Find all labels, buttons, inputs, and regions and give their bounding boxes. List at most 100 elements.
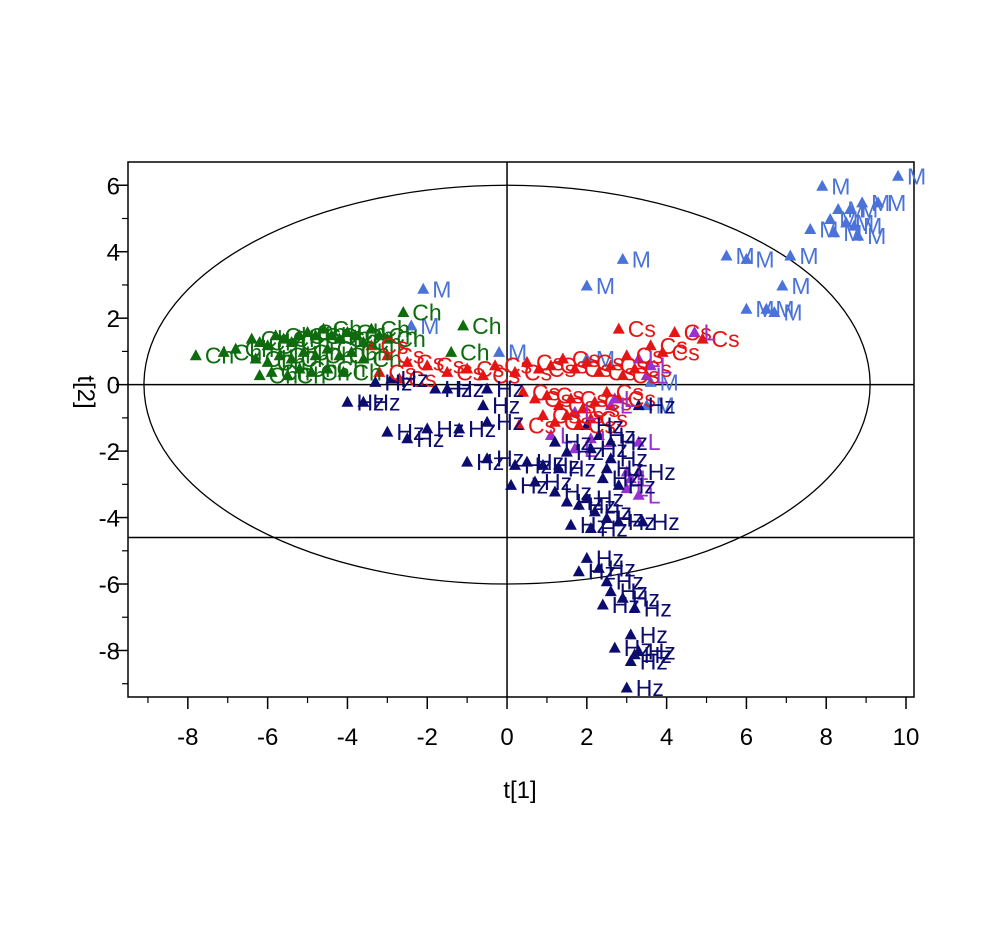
point-label-cs: Cs: [560, 353, 588, 379]
point-label-m: M: [859, 197, 878, 223]
point-label-hz: Hz: [640, 648, 668, 674]
point-label-cs: Cs: [568, 393, 596, 419]
point-label-l: L: [636, 476, 649, 502]
point-ch: [325, 329, 338, 341]
point-cs: [564, 392, 577, 404]
point-label-m: M: [863, 213, 882, 239]
point-m: [804, 222, 817, 234]
point-cs: [656, 345, 669, 357]
point-label-hz: Hz: [620, 429, 648, 455]
point-label-m: M: [831, 173, 850, 199]
point-cs: [441, 365, 454, 377]
point-cs: [373, 365, 386, 377]
point-label-ch: Ch: [313, 339, 342, 365]
point-ch: [285, 335, 298, 347]
point-label-m: M: [432, 276, 451, 302]
point-ch: [333, 332, 346, 344]
point-hz: [548, 435, 561, 447]
y-tick-label: 4: [107, 240, 120, 267]
point-m: [720, 249, 733, 261]
point-label-cs: Cs: [628, 386, 656, 412]
plot-frame: [127, 161, 915, 698]
point-label-ch: Ch: [336, 356, 365, 382]
point-label-cs: Cs: [684, 319, 712, 345]
point-label-hz: Hz: [648, 638, 676, 664]
point-label-cs: Cs: [380, 333, 408, 359]
point-m: [832, 203, 845, 215]
x-tick-label: 4: [660, 724, 673, 751]
point-label-ch: Ch: [309, 356, 338, 382]
point-label-hz: Hz: [444, 376, 472, 402]
point-label-ch: Ch: [356, 319, 385, 345]
point-m: [816, 179, 829, 191]
point-label-cs: Cs: [616, 379, 644, 405]
point-label-hz: Hz: [644, 642, 672, 668]
point-ch: [321, 342, 334, 354]
point-label-l: L: [624, 386, 637, 412]
point-cs: [604, 359, 617, 371]
point-label-hz: Hz: [588, 492, 616, 518]
point-label-ch: Ch: [277, 333, 306, 359]
point-hz: [600, 462, 613, 474]
point-cs: [365, 339, 378, 351]
point-label-hz: Hz: [640, 622, 668, 648]
point-label-cs: Cs: [556, 383, 584, 409]
point-label-ch: Ch: [301, 329, 330, 355]
point-hz: [608, 641, 621, 653]
point-cs: [668, 325, 681, 337]
point-m: [768, 306, 781, 318]
point-ch: [345, 345, 358, 357]
point-label-hz: Hz: [600, 436, 628, 462]
point-label-ch: Ch: [297, 363, 326, 389]
point-label-cs: Cs: [620, 353, 648, 379]
point-m: [644, 375, 657, 387]
point-hz: [528, 475, 541, 487]
point-hz: [572, 498, 585, 510]
point-label-ch: Ch: [340, 323, 369, 349]
point-l: [688, 325, 701, 337]
point-m: [844, 203, 857, 215]
point-hz: [341, 395, 354, 407]
point-ch: [261, 339, 274, 351]
point-cs: [620, 349, 633, 361]
point-label-hz: Hz: [612, 592, 640, 618]
point-label-l: L: [620, 393, 633, 419]
point-label-ch: Ch: [352, 359, 381, 385]
point-m: [824, 212, 837, 224]
point-label-m: M: [596, 273, 615, 299]
point-label-hz: Hz: [596, 545, 624, 571]
point-label-cs: Cs: [536, 349, 564, 375]
point-label-ch: Ch: [336, 336, 365, 362]
point-cs: [528, 392, 541, 404]
point-label-hz: Hz: [372, 389, 400, 415]
point-ch: [293, 362, 306, 374]
point-ch: [381, 332, 394, 344]
point-hz: [624, 628, 637, 640]
point-label-cs: Cs: [604, 389, 632, 415]
point-m: [740, 302, 753, 314]
point-label-cs: Cs: [600, 406, 628, 432]
point-label-ch: Ch: [325, 323, 354, 349]
point-label-hz: Hz: [648, 459, 676, 485]
point-label-m: M: [735, 243, 754, 269]
point-cs: [516, 385, 529, 397]
point-hz: [481, 415, 494, 427]
point-cs: [612, 322, 625, 334]
point-m: [405, 319, 418, 331]
point-hz: [596, 598, 609, 610]
point-label-ch: Ch: [269, 329, 298, 355]
point-label-hz: Hz: [576, 489, 604, 515]
point-ch: [305, 365, 318, 377]
point-label-cs: Cs: [492, 363, 520, 389]
point-label-m: M: [656, 393, 675, 419]
point-label-ch: Ch: [301, 346, 330, 372]
point-ch: [273, 349, 286, 361]
point-label-l: L: [704, 319, 717, 345]
point-ch: [373, 329, 386, 341]
point-label-hz: Hz: [544, 469, 572, 495]
point-cs: [644, 339, 657, 351]
point-ch: [265, 365, 278, 377]
point-label-hz: Hz: [476, 449, 504, 475]
point-label-ch: Ch: [348, 326, 377, 352]
